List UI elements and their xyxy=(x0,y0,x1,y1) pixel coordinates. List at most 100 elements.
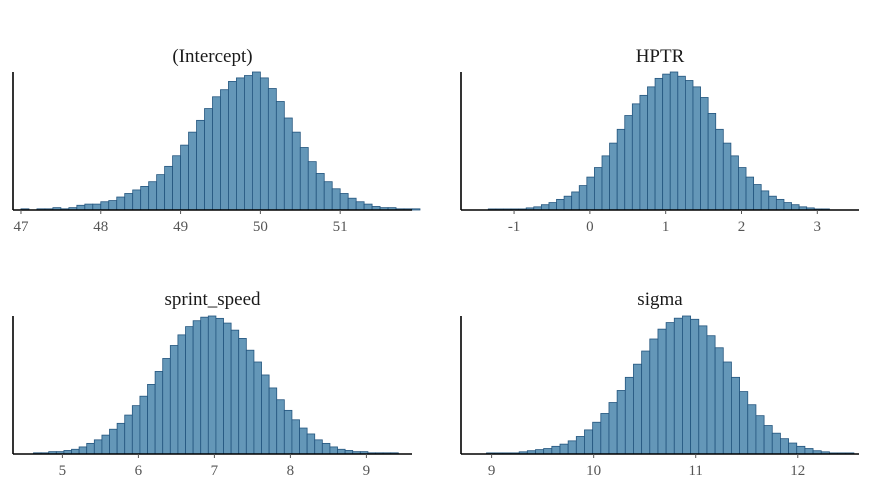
histogram-bar-sprint-speed-34 xyxy=(291,419,300,455)
histogram-bar-sprint-speed-9 xyxy=(101,434,110,455)
histogram-bar-sprint-speed-27 xyxy=(238,338,247,455)
histogram-bar-sigma-11 xyxy=(575,436,585,455)
histogram-bar-intercept-10 xyxy=(100,201,110,211)
histogram-bar-sprint-speed-21 xyxy=(192,320,202,455)
histogram-bar-hptr-34 xyxy=(745,176,755,211)
x-tick-label-hptr-4: 3 xyxy=(814,219,822,235)
panel-sigma: sigma 9 10 11 12 xyxy=(460,289,859,479)
histogram-bar-hptr-19 xyxy=(631,103,641,211)
histogram-bar-intercept-29 xyxy=(251,71,261,211)
histogram-bar-sprint-speed-39 xyxy=(329,446,338,455)
x-tick-label-intercept-1: 48 xyxy=(93,219,108,235)
histogram-bar-hptr-18 xyxy=(624,115,633,211)
x-tick-label-hptr-3: 2 xyxy=(738,219,746,235)
histogram-bar-hptr-22 xyxy=(654,77,664,211)
histogram-bar-intercept-33 xyxy=(283,117,293,211)
histogram-bar-intercept-16 xyxy=(148,181,158,211)
histogram-bar-intercept-28 xyxy=(244,75,253,211)
histogram-bar-sigma-39 xyxy=(804,448,814,455)
histogram-bar-sigma-12 xyxy=(584,429,594,455)
histogram-bar-hptr-12 xyxy=(578,185,588,211)
histogram-bar-hptr-20 xyxy=(639,94,648,211)
histogram-bar-sprint-speed-14 xyxy=(139,395,148,455)
histogram-bar-sprint-speed-8 xyxy=(93,439,103,455)
histogram-bar-intercept-18 xyxy=(164,165,173,211)
histogram-bar-intercept-25 xyxy=(220,89,229,211)
histogram-bar-hptr-39 xyxy=(783,202,792,211)
histogram-bar-sigma-33 xyxy=(755,415,765,455)
histogram-bar-intercept-36 xyxy=(307,161,317,211)
histogram-bar-hptr-13 xyxy=(586,176,595,211)
histogram-bar-hptr-37 xyxy=(768,195,777,211)
histogram-bar-sigma-30 xyxy=(731,376,741,455)
histogram-bar-sigma-35 xyxy=(771,432,781,455)
histogram-bar-intercept-49 xyxy=(411,208,421,211)
x-tick-label-sprint-speed-4: 9 xyxy=(363,463,371,479)
histogram-bar-intercept-21 xyxy=(188,131,197,211)
histogram-bar-intercept-30 xyxy=(259,77,269,211)
histogram-bar-sprint-speed-33 xyxy=(283,409,293,455)
histogram-bar-intercept-20 xyxy=(180,144,189,211)
histogram-bar-sigma-36 xyxy=(780,438,789,455)
histogram-bar-intercept-31 xyxy=(267,88,277,211)
histogram-bar-hptr-8 xyxy=(548,202,557,211)
histogram-bar-sprint-speed-36 xyxy=(306,433,316,455)
panel-title-intercept: (Intercept) xyxy=(172,46,252,67)
x-tick-label-hptr-2: 1 xyxy=(662,219,670,235)
histogram-bar-sigma-24 xyxy=(682,315,692,455)
histogram-bar-sigma-14 xyxy=(600,413,610,455)
histogram-bar-intercept-38 xyxy=(323,181,333,211)
histogram-bar-sprint-speed-24 xyxy=(215,317,224,455)
histogram-bar-intercept-24 xyxy=(212,96,221,211)
histogram-bar-hptr-30 xyxy=(715,128,724,211)
x-tick-label-sprint-speed-2: 7 xyxy=(211,463,219,479)
histogram-bar-sprint-speed-37 xyxy=(314,439,323,455)
histogram-bar-hptr-25 xyxy=(677,75,686,211)
x-tick-label-sigma-2: 11 xyxy=(688,463,702,479)
histogram-bar-hptr-38 xyxy=(775,198,785,211)
histogram-bar-sprint-speed-28 xyxy=(245,349,255,455)
histogram-bar-sprint-speed-25 xyxy=(223,322,232,455)
histogram-bar-sigma-9 xyxy=(559,443,569,455)
histogram-bar-sprint-speed-38 xyxy=(321,442,331,455)
x-tick-label-intercept-0: 47 xyxy=(13,219,29,235)
histogram-bar-sigma-26 xyxy=(698,325,708,455)
histogram-bar-hptr-26 xyxy=(685,80,694,211)
x-tick-label-intercept-2: 49 xyxy=(173,219,188,235)
histogram-bar-intercept-23 xyxy=(204,108,213,211)
histogram-bar-sprint-speed-30 xyxy=(261,374,270,455)
histogram-bar-sprint-speed-26 xyxy=(230,329,240,455)
histogram-bar-sigma-17 xyxy=(624,376,634,455)
histogram-bar-intercept-11 xyxy=(108,200,118,211)
histogram-bar-sprint-speed-7 xyxy=(86,442,95,455)
histogram-bar-sigma-34 xyxy=(763,425,773,455)
histogram-bar-hptr-17 xyxy=(616,128,626,211)
histogram-bar-sigma-13 xyxy=(592,421,602,455)
histogram-bar-sprint-speed-29 xyxy=(253,361,262,455)
x-tick-label-sprint-speed-1: 6 xyxy=(135,463,143,479)
histogram-bar-sigma-29 xyxy=(722,361,732,455)
histogram-bar-sigma-32 xyxy=(747,404,757,455)
histogram-bar-sigma-10 xyxy=(567,440,577,455)
histogram-bar-intercept-40 xyxy=(339,193,349,211)
histogram-bar-sigma-20 xyxy=(649,338,659,455)
histogram-bar-intercept-19 xyxy=(172,155,181,211)
histogram-bar-intercept-41 xyxy=(347,197,357,211)
histogram-bar-intercept-17 xyxy=(156,174,166,211)
histogram-bar-intercept-12 xyxy=(116,196,126,211)
x-tick-label-hptr-1: 0 xyxy=(586,219,594,235)
histogram-bar-intercept-35 xyxy=(299,147,309,211)
histogram-bar-sprint-speed-13 xyxy=(131,405,141,455)
histogram-bar-hptr-36 xyxy=(760,190,770,211)
histogram-bar-hptr-33 xyxy=(738,167,747,211)
histogram-bar-intercept-43 xyxy=(363,203,373,211)
histogram-bar-sigma-15 xyxy=(608,402,618,455)
histogram-bar-hptr-23 xyxy=(662,73,671,211)
panel-intercept: (Intercept) 47 48 49 50 51 xyxy=(12,46,421,235)
histogram-bar-hptr-9 xyxy=(556,198,565,211)
histogram-bar-hptr-31 xyxy=(722,142,732,211)
histogram-bar-intercept-14 xyxy=(132,189,142,211)
x-tick-label-sprint-speed-3: 8 xyxy=(287,463,295,479)
histogram-bar-hptr-28 xyxy=(700,97,709,211)
